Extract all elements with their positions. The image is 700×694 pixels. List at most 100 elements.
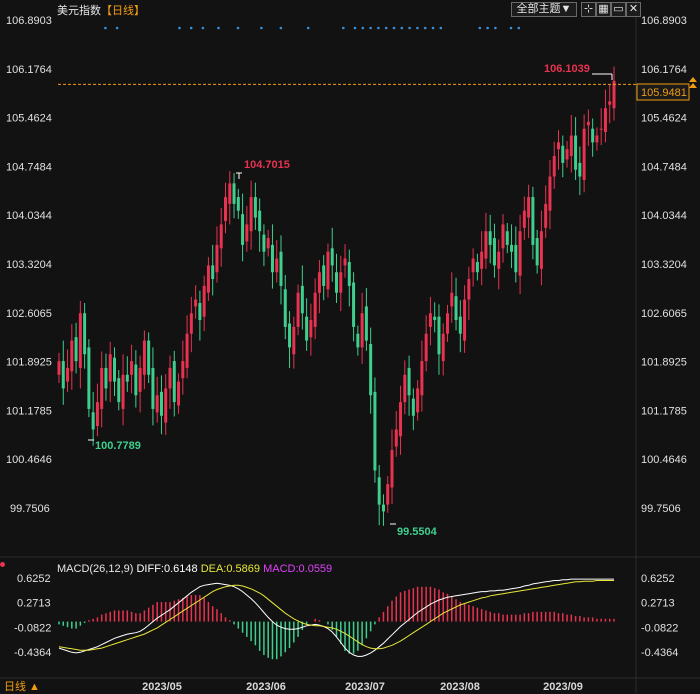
candle <box>420 340 424 412</box>
macd-header: MACD(26,12,9) DIFF:0.6148 DEA:0.5869 MAC… <box>57 562 332 576</box>
window-icon[interactable]: ▭ <box>611 2 626 17</box>
candle <box>565 141 569 168</box>
y-tick-left: 99.7506 <box>10 503 50 515</box>
macd-histogram <box>58 586 615 660</box>
candle <box>172 350 176 417</box>
x-tick: 2023/06 <box>246 681 286 693</box>
signal-dot <box>353 26 357 30</box>
candle <box>458 300 462 353</box>
close-icon[interactable]: ✕ <box>626 2 641 17</box>
signal-dot <box>416 26 419 30</box>
signal-dot <box>392 26 396 30</box>
price-annotations: 105.9481 104.7015 100.7789 99.5504 106.1… <box>58 63 697 538</box>
candle <box>117 369 121 411</box>
candle <box>266 229 270 257</box>
candle <box>125 356 129 392</box>
y-tick-left: 106.1764 <box>6 64 52 76</box>
signal-dot <box>509 26 513 30</box>
candle <box>386 475 390 513</box>
theme-select-button[interactable]: 全部主题▼ <box>511 2 577 17</box>
y-tick-left: 106.8903 <box>6 15 52 27</box>
y-tick-right: 105.4624 <box>641 113 687 125</box>
signal-dot <box>104 26 107 30</box>
candle <box>552 141 556 189</box>
candle <box>352 272 356 342</box>
candle <box>113 347 116 396</box>
candle <box>578 146 582 195</box>
candle <box>356 325 360 356</box>
price-y-axis: 106.8903 106.8903 106.1764 106.1764 105.4624… <box>6 15 687 515</box>
index-name: 美元指数 <box>57 5 101 17</box>
macd-diff-line <box>58 578 614 657</box>
candle <box>288 311 292 368</box>
candle <box>437 304 441 375</box>
signal-dot <box>478 26 482 30</box>
candle <box>463 285 467 353</box>
candle <box>403 360 407 415</box>
candle <box>283 274 287 340</box>
x-axis: 2023/05 2023/06 2023/07 2023/08 2023/09 <box>142 681 583 693</box>
candle <box>168 355 172 409</box>
signal-dot <box>361 26 365 30</box>
chart-title: 美元指数【日线】 <box>57 4 145 18</box>
macd-diff-value: DIFF:0.6148 <box>136 563 198 575</box>
up-arrow-icon <box>689 83 697 88</box>
signal-dot <box>517 26 521 30</box>
signal-dot <box>439 26 443 30</box>
candle <box>557 130 560 170</box>
candle <box>488 214 492 264</box>
candle <box>522 196 526 241</box>
candle <box>219 207 223 267</box>
grid-icon[interactable]: ▦ <box>596 2 611 17</box>
signal-dot <box>306 26 310 30</box>
candle <box>177 373 181 414</box>
candle <box>253 182 257 230</box>
candle <box>399 385 403 455</box>
candle <box>78 300 82 389</box>
candle <box>74 322 78 374</box>
candle <box>539 210 543 286</box>
candle <box>206 257 210 301</box>
candle <box>142 330 146 390</box>
candle <box>586 109 590 146</box>
candle <box>317 259 321 314</box>
annot-recent-high: 106.1039 <box>544 63 590 75</box>
candle <box>305 298 309 351</box>
annot-low: 99.5504 <box>397 526 438 538</box>
candle <box>198 290 202 341</box>
x-tick: 2023/08 <box>440 681 480 693</box>
candle <box>595 127 599 151</box>
macd-panel: 0.6252 0.6252 0.2713 0.2713 -0.0822 -0.0822 -0… <box>14 573 678 660</box>
candle <box>505 223 509 254</box>
signal-dot <box>384 26 388 30</box>
candle <box>518 214 522 295</box>
macd-params: MACD(26,12,9) <box>57 563 134 575</box>
candle <box>407 355 411 416</box>
candle <box>300 265 304 330</box>
y-tick-right: 99.7506 <box>641 503 681 515</box>
candle <box>612 66 616 121</box>
candle <box>189 296 193 353</box>
candle <box>514 226 518 283</box>
signal-dot <box>494 26 497 30</box>
candle <box>591 118 595 157</box>
period-switch[interactable]: 日线 ▲ <box>4 681 40 693</box>
signal-dot <box>178 26 181 30</box>
candle <box>548 160 552 230</box>
candle <box>151 347 155 426</box>
candle <box>296 284 300 336</box>
candle <box>279 235 283 305</box>
crosshair-icon[interactable]: ⊹ <box>581 2 596 17</box>
candle <box>330 227 334 282</box>
candle <box>87 339 91 418</box>
y-tick-right: 106.8903 <box>641 15 687 27</box>
candle <box>335 253 338 303</box>
macd-dea-line <box>58 580 614 651</box>
signal-dot <box>115 26 119 30</box>
candle <box>270 224 274 289</box>
candle <box>262 224 266 267</box>
signal-dot <box>260 26 263 30</box>
candle <box>347 249 351 307</box>
